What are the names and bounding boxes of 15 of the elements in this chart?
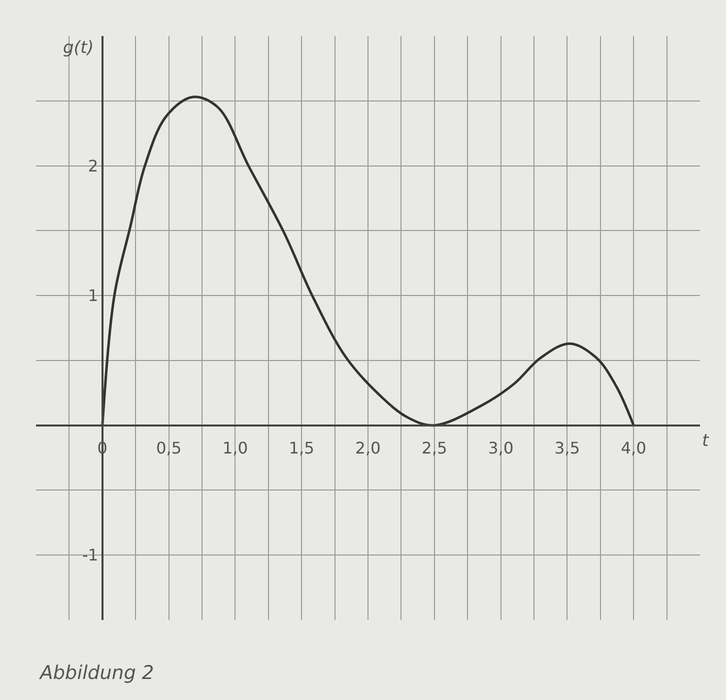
x-tick-label: 3,5 bbox=[554, 438, 580, 458]
y-tick-label: 1 bbox=[88, 286, 98, 306]
x-tick-label: 1,0 bbox=[222, 438, 248, 458]
y-tick-label: 2 bbox=[88, 156, 98, 176]
x-tick-label: 0,5 bbox=[156, 438, 182, 458]
x-tick-label: 2,0 bbox=[355, 438, 381, 458]
x-tick-label: 4,0 bbox=[620, 438, 646, 458]
y-tick-label: -1 bbox=[82, 546, 98, 565]
x-tick-label: 2,5 bbox=[422, 438, 448, 458]
x-tick-label: 3,0 bbox=[488, 438, 514, 458]
x-axis-title: t bbox=[702, 431, 710, 451]
line-series bbox=[101, 96, 635, 427]
text: Abbildung 2 bbox=[38, 662, 154, 684]
x-tick-label: 1,5 bbox=[288, 438, 314, 458]
y-axis-title: g(t) bbox=[63, 38, 94, 58]
